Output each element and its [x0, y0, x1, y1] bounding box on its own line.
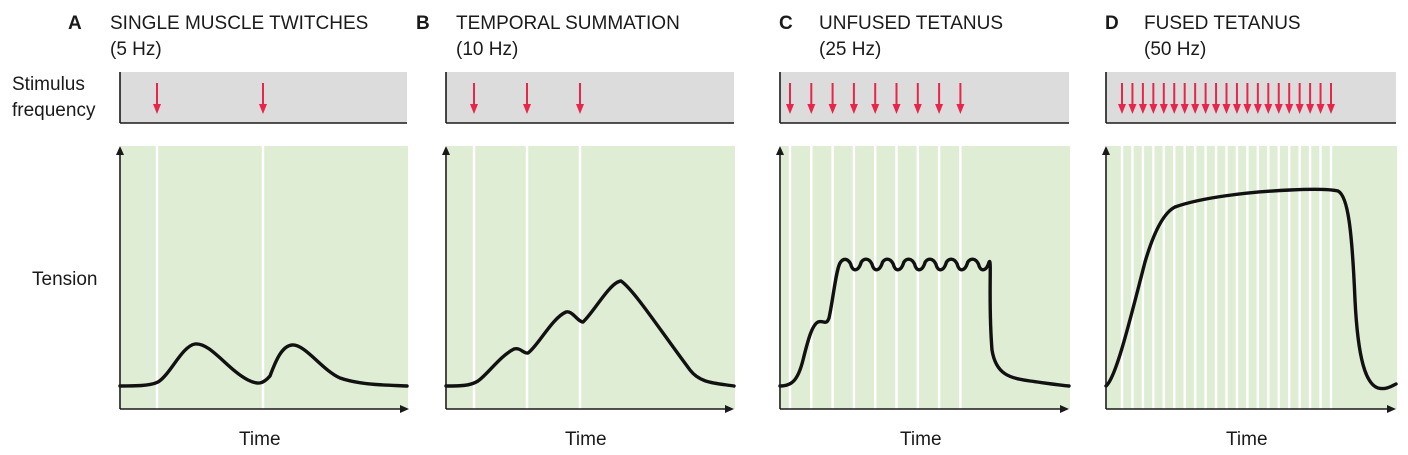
panel-a-letter: A	[68, 13, 82, 34]
panel-b-stimulus-lines	[472, 146, 582, 409]
stimulus-arrow-head	[807, 104, 816, 114]
panel-a-axes	[116, 146, 409, 413]
panel-a-frequency: (5 Hz)	[110, 39, 162, 60]
stimulus-arrow-head	[1201, 104, 1210, 114]
panel-a-title: SINGLE MUSCLE TWITCHES	[110, 13, 368, 34]
panel-c-letter: C	[779, 13, 793, 34]
stimulus-arrow-head	[1243, 104, 1252, 114]
panel-c-y-arrowhead	[776, 146, 784, 155]
panel-c-stimulus-lines	[788, 146, 962, 409]
panel-c-stimulus-box	[780, 72, 1069, 123]
panel-a-y-arrowhead	[116, 146, 124, 155]
stimulus-arrow-head	[1306, 104, 1315, 114]
stimulus-arrow-head	[1212, 104, 1221, 114]
panel-d-y-arrowhead	[1102, 146, 1110, 155]
panel-d: D FUSED TETANUS (50 Hz) Time	[1102, 13, 1398, 450]
stimulus-arrow-head	[871, 104, 880, 114]
panel-b-title: TEMPORAL SUMMATION	[456, 13, 680, 34]
stimulus-arrow-head	[1118, 104, 1126, 114]
panel-b: B TEMPORAL SUMMATION (10 Hz) Time	[416, 13, 736, 450]
stimulus-label-line2: frequency	[12, 100, 96, 121]
panel-c-frequency: (25 Hz)	[819, 39, 881, 60]
panel-a-time-label: Time	[239, 429, 281, 450]
panel-b-stimulus-box	[446, 72, 734, 123]
panel-d-x-arrowhead	[1387, 405, 1396, 413]
panel-b-axes	[442, 146, 734, 413]
panel-b-x-arrowhead	[725, 405, 734, 413]
stimulus-arrow-head	[259, 104, 267, 114]
panel-b-tension-curve	[444, 279, 736, 388]
stimulus-arrow-head	[786, 104, 794, 114]
stimulus-arrow-head	[892, 104, 901, 114]
stimulus-arrow-head	[1316, 104, 1325, 114]
panel-a-tension-curve	[118, 342, 409, 388]
panel-d-stimulus-box	[1106, 72, 1396, 123]
panel-d-axes	[1102, 146, 1396, 413]
stimulus-arrow-head	[913, 104, 922, 114]
panel-d-stimulus-lines	[1120, 146, 1333, 409]
stimulus-arrow-head	[153, 104, 161, 114]
panel-c-tension-curve	[778, 257, 1071, 388]
panel-c: C UNFUSED TETANUS (25 Hz) Time	[776, 13, 1071, 450]
stimulus-arrow-head	[1285, 104, 1294, 114]
panel-c-plot-area	[781, 146, 1070, 409]
stimulus-arrow-head	[1327, 104, 1335, 114]
stimulus-arrow-head	[1253, 104, 1262, 114]
panel-b-time-label: Time	[565, 429, 607, 450]
panel-d-letter: D	[1105, 13, 1119, 34]
panel-c-axes	[776, 146, 1069, 413]
panel-d-tension-curve	[1104, 187, 1398, 391]
panel-a-stimulus-lines	[155, 146, 265, 409]
stimulus-arrow-head	[1180, 104, 1189, 114]
stimulus-arrow-head	[523, 104, 531, 114]
stimulus-arrow-head	[849, 104, 858, 114]
stimulus-arrow-head	[1191, 104, 1200, 114]
panel-d-title: FUSED TETANUS	[1144, 13, 1301, 34]
stimulus-arrow-head	[1232, 104, 1241, 114]
stimulus-arrow-head	[1170, 104, 1179, 114]
stimulus-arrow-head	[956, 104, 965, 114]
stimulus-arrow-head	[1274, 104, 1283, 114]
stimulus-arrow-head	[1222, 104, 1231, 114]
panel-b-stimulus-arrows	[470, 83, 584, 114]
panel-b-y-arrowhead	[442, 146, 450, 155]
panel-c-title: UNFUSED TETANUS	[819, 13, 1003, 34]
stimulus-arrow-head	[1295, 104, 1304, 114]
panel-a-stimulus-arrows	[153, 83, 267, 114]
stimulus-arrow-head	[1264, 104, 1273, 114]
panel-a-x-arrowhead	[400, 405, 409, 413]
tension-label: Tension	[32, 269, 98, 290]
panel-a-plot-area	[121, 146, 408, 409]
panel-b-letter: B	[416, 13, 430, 34]
panel-d-frequency: (50 Hz)	[1144, 39, 1206, 60]
stimulus-arrow-head	[1149, 104, 1158, 114]
panel-d-stimulus-arrows	[1118, 83, 1335, 114]
stimulus-arrow-head	[828, 104, 837, 114]
panel-d-time-label: Time	[1226, 429, 1268, 450]
stimulus-arrow-head	[1159, 104, 1168, 114]
stimulus-arrow-head	[576, 104, 584, 114]
panel-c-stimulus-arrows	[786, 83, 965, 114]
stimulus-arrow-head	[1128, 104, 1137, 114]
panel-a: A SINGLE MUSCLE TWITCHES (5 Hz) Time	[68, 13, 409, 450]
panel-d-plot-area	[1107, 146, 1397, 409]
stimulus-arrow-head	[470, 104, 478, 114]
stimulus-arrow-head	[1138, 104, 1147, 114]
stimulus-label-line1: Stimulus	[12, 74, 85, 95]
panel-c-x-arrowhead	[1060, 405, 1069, 413]
panel-b-frequency: (10 Hz)	[456, 39, 518, 60]
stimulus-arrow-head	[935, 104, 944, 114]
panel-c-time-label: Time	[900, 429, 942, 450]
